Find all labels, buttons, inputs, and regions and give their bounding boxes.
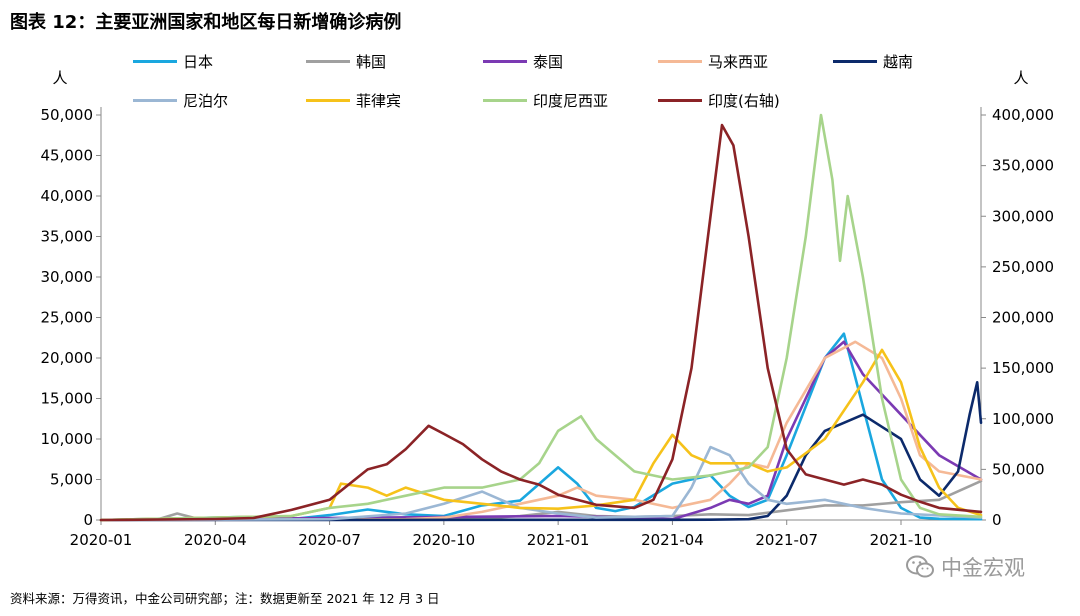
right-axis-tick-label: 350,000 [992, 157, 1054, 175]
legend-label: 印度尼西亚 [533, 92, 609, 110]
left-axis-tick-label: 45,000 [41, 147, 94, 165]
legend-label: 马来西亚 [708, 53, 769, 71]
legend-label: 日本 [183, 53, 214, 71]
left-axis-tick-label: 15,000 [41, 390, 94, 408]
wechat-icon [906, 555, 934, 578]
series-line-3 [99, 340, 983, 522]
legend-item: 马来西亚 [658, 51, 768, 72]
legend-swatch [833, 60, 877, 63]
legend-swatch [483, 60, 527, 63]
chart-title: 图表 12：主要亚洲国家和地区每日新增确诊病例 [10, 12, 402, 33]
legend-item: 越南 [833, 51, 913, 72]
x-axis-tick-label: 2021-01 [527, 531, 590, 549]
left-axis-tick-label: 50,000 [41, 106, 94, 124]
left-axis-tick-label: 0 [83, 511, 93, 529]
left-axis-tick-label: 40,000 [41, 187, 94, 205]
x-axis-tick-label: 2021-10 [870, 531, 933, 549]
series-line-4 [99, 380, 983, 522]
x-axis-tick-label: 2020-04 [184, 531, 247, 549]
right-axis-tick-label: 300,000 [992, 207, 1054, 225]
series-line-0 [99, 332, 983, 522]
legend-label: 菲律宾 [356, 92, 402, 110]
legend-item: 泰国 [483, 51, 563, 72]
legend-label: 尼泊尔 [183, 92, 229, 110]
legend-item: 印度(右轴) [658, 90, 780, 111]
left-axis-tick-label: 30,000 [41, 268, 94, 286]
legend-swatch [658, 99, 702, 102]
right-axis-tick-label: 0 [992, 511, 1002, 529]
series-line-7 [99, 113, 983, 522]
legend-item: 菲律宾 [306, 90, 401, 111]
source-note: 资料来源：万得资讯，中金公司研究部；注：数据更新至 2021 年 12 月 3 … [10, 591, 440, 606]
x-axis-tick-label: 2021-07 [755, 531, 818, 549]
legend-swatch [133, 99, 177, 102]
left-axis-label: 人 [52, 69, 67, 87]
x-axis-tick-label: 2021-04 [641, 531, 704, 549]
left-axis-tick-label: 35,000 [41, 228, 94, 246]
right-axis-tick-label: 250,000 [992, 258, 1054, 276]
series-line-6 [99, 348, 983, 522]
x-axis-tick-label: 2020-10 [413, 531, 476, 549]
legend-item: 印度尼西亚 [483, 90, 608, 111]
watermark-text: 中金宏观 [941, 556, 1025, 580]
right-axis-tick-label: 50,000 [992, 460, 1045, 478]
legend-item: 尼泊尔 [133, 90, 228, 111]
legend-label: 越南 [883, 53, 914, 71]
x-axis-tick-label: 2020-07 [298, 531, 361, 549]
left-axis-tick-label: 5,000 [50, 471, 93, 489]
legend-label: 韩国 [356, 53, 387, 71]
left-axis-tick-label: 10,000 [41, 430, 94, 448]
right-axis-tick-label: 150,000 [992, 359, 1054, 377]
legend-swatch [133, 60, 177, 63]
left-axis-tick-label: 25,000 [41, 309, 94, 327]
legend-swatch [483, 99, 527, 102]
series-line-2 [99, 340, 983, 522]
legend-item: 日本 [133, 51, 213, 72]
series-line-8 [99, 123, 983, 522]
chart-legend: 日本 韩国 泰国 马来西亚 越南尼泊尔 菲律宾 印度尼西亚 印度(右轴) [0, 0, 1080, 120]
legend-item: 韩国 [306, 51, 386, 72]
right-axis-label: 人 [1013, 69, 1028, 87]
right-axis-tick-label: 100,000 [992, 410, 1054, 428]
legend-swatch [306, 60, 350, 63]
legend-label: 泰国 [533, 53, 564, 71]
watermark: 中金宏观 [905, 552, 1025, 582]
x-axis-tick-label: 2020-01 [70, 531, 133, 549]
line-chart: 0 5,000 10,000 15,000 20,000 25,000 30,000 35,0… [41, 69, 1055, 549]
legend-label: 印度(右轴) [708, 92, 780, 110]
right-axis-tick-label: 400,000 [992, 106, 1054, 124]
left-axis-tick-label: 20,000 [41, 349, 94, 367]
legend-swatch [306, 99, 350, 102]
right-axis-tick-label: 200,000 [992, 309, 1054, 327]
legend-swatch [658, 60, 702, 63]
